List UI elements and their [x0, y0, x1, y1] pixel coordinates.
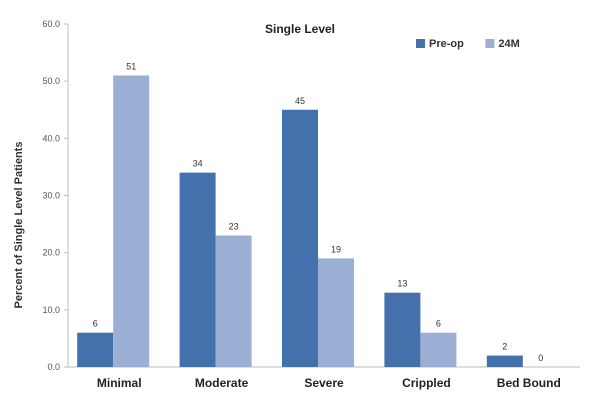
- y-axis-label: Percent of Single Level Patients: [13, 142, 25, 309]
- bar-pre-op-moderate: [179, 172, 216, 367]
- chart-title: Single Level: [265, 22, 335, 36]
- bar-24m-moderate: [215, 235, 252, 367]
- y-tick-label: 20.0: [42, 248, 60, 258]
- data-label: 19: [331, 244, 341, 254]
- legend-label: Pre-op: [429, 38, 464, 50]
- x-category-label: Moderate: [195, 376, 249, 390]
- y-tick-label: 30.0: [42, 191, 60, 201]
- y-tick-label: 60.0: [42, 19, 60, 29]
- data-label: 23: [229, 222, 239, 232]
- y-tick-label: 10.0: [42, 305, 60, 315]
- legend-label: 24M: [498, 38, 519, 50]
- legend: Pre-op 24M: [416, 38, 520, 50]
- bar-pre-op-bed-bound: [486, 355, 523, 367]
- bar-24m-crippled: [420, 332, 457, 367]
- data-label: 2: [502, 342, 507, 352]
- legend-swatch: [485, 39, 495, 48]
- x-category-label: Minimal: [97, 376, 142, 390]
- data-label: 51: [126, 61, 136, 71]
- x-category-label: Bed Bound: [497, 376, 561, 390]
- legend-swatch: [416, 39, 425, 48]
- bar-pre-op-minimal: [77, 332, 114, 367]
- bar-24m-minimal: [113, 75, 150, 367]
- plot-area: 0.0 10.0 20.0 30.0 40.0 50.0 60.0 6 51 Minimal 34 2…: [42, 19, 580, 390]
- bar-24m-severe: [318, 258, 354, 367]
- y-tick-label: 40.0: [42, 133, 60, 143]
- y-tick-label: 50.0: [42, 76, 60, 86]
- data-label: 13: [397, 279, 407, 289]
- x-category-label: Crippled: [402, 376, 451, 390]
- bar-pre-op-severe: [282, 109, 318, 367]
- bar-pre-op-crippled: [384, 292, 421, 367]
- x-category-label: Severe: [304, 376, 344, 390]
- y-tick-label: 0.0: [47, 362, 60, 372]
- data-label: 6: [436, 319, 441, 329]
- data-label: 0: [538, 353, 543, 363]
- data-label: 45: [295, 96, 305, 106]
- data-label: 34: [193, 159, 203, 169]
- data-label: 6: [93, 319, 98, 329]
